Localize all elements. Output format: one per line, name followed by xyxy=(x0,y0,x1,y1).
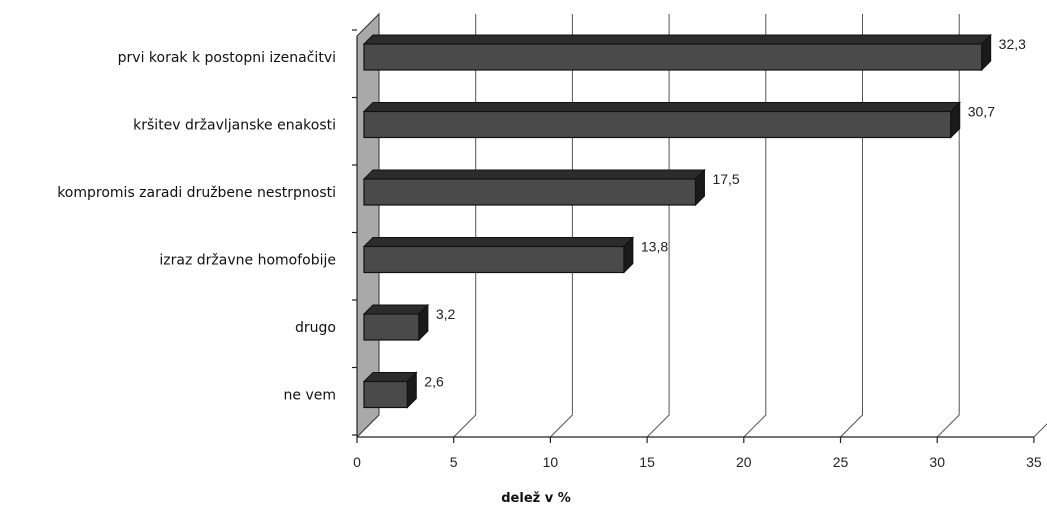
bar-front-face xyxy=(363,245,625,274)
value-label: 3,2 xyxy=(436,306,456,322)
bar-top-face xyxy=(362,102,961,112)
bar-top-face xyxy=(362,304,430,315)
gridline-x-20 xyxy=(743,14,767,438)
labels: 0 5 10 15 20 25 30 35 prvi korak k postopni izen… xyxy=(57,36,1042,470)
bar-6 xyxy=(362,371,418,409)
x-tick-label: 0 xyxy=(353,454,361,470)
bar-1 xyxy=(362,33,992,72)
bar-2 xyxy=(362,101,961,139)
gridline-x-15 xyxy=(646,14,670,438)
value-label: 17,5 xyxy=(712,171,739,187)
x-tick-label: 10 xyxy=(543,454,559,470)
bars xyxy=(362,33,992,409)
value-label: 30,7 xyxy=(968,104,995,120)
bar-front-face xyxy=(363,380,408,409)
gridline-x-5 xyxy=(453,14,477,438)
x-tick-label: 35 xyxy=(1026,454,1042,470)
category-label: izraz državne homofobije xyxy=(159,253,336,269)
x-axis-title: delež v % xyxy=(501,491,571,506)
x-tick-label: 20 xyxy=(736,454,752,470)
value-label: 13,8 xyxy=(641,239,668,255)
category-label: kršitev državljanske enakosti xyxy=(133,118,336,134)
gridline-x-10 xyxy=(550,14,573,438)
value-label: 2,6 xyxy=(424,374,444,390)
category-label: prvi korak k postopni izenačitvi xyxy=(118,50,336,66)
bar-top-face xyxy=(362,169,706,180)
bar-top-face xyxy=(362,237,635,247)
bar-3 xyxy=(362,168,706,207)
bar-top-face xyxy=(362,34,992,45)
gridlines xyxy=(453,14,1047,438)
bar-5 xyxy=(362,303,430,342)
bar-front-face xyxy=(363,178,697,206)
bar-4 xyxy=(362,236,635,274)
category-label: drugo xyxy=(295,320,336,336)
value-label: 32,3 xyxy=(999,36,1026,52)
category-label: ne vem xyxy=(284,388,336,404)
gridline-x-30 xyxy=(936,14,960,438)
bar-front-face xyxy=(363,313,420,341)
x-tick-label: 5 xyxy=(450,454,458,470)
bar-front-face xyxy=(363,110,952,139)
category-label: kompromis zaradi družbene nestrpnosti xyxy=(57,185,336,201)
x-tick-label: 15 xyxy=(639,454,655,470)
bar-front-face xyxy=(363,43,983,71)
gridline-x-25 xyxy=(840,14,863,438)
axes xyxy=(352,29,1035,443)
gridline-x-35 xyxy=(1033,423,1047,438)
x-tick-label: 25 xyxy=(833,454,849,470)
x-tick-label: 30 xyxy=(929,454,945,470)
